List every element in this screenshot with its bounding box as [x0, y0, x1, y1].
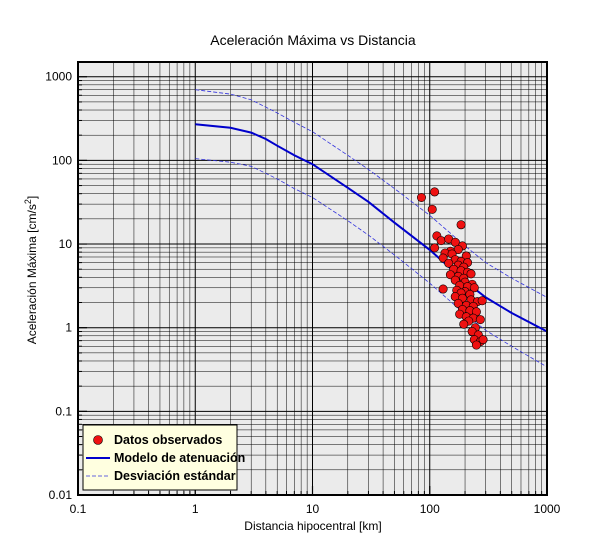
observed-data-point — [430, 243, 440, 253]
x-tick-label: 10 — [306, 502, 320, 516]
model-curve — [195, 123, 548, 333]
legend-observed-label: Datos observados — [114, 433, 222, 447]
deviation-curve — [195, 89, 548, 298]
observed-data-point — [436, 236, 446, 246]
x-tick-label: 0.1 — [70, 502, 87, 516]
y-tick-label: 1 — [65, 321, 72, 335]
observed-data-point — [438, 284, 448, 294]
y-tick-label: 0.01 — [49, 488, 73, 502]
legend: Datos observados Modelo de atenuación De… — [82, 424, 245, 491]
y-tick-label: 0.1 — [55, 404, 72, 418]
observed-data-point — [456, 220, 466, 230]
y-axis-label-end: ] — [25, 196, 39, 199]
observed-data-point — [416, 193, 426, 203]
x-tick-label: 1000 — [534, 502, 561, 516]
observed-data-point — [469, 283, 479, 293]
y-tick-label: 10 — [59, 237, 73, 251]
observed-data-point — [478, 335, 488, 345]
observed-data-point — [466, 269, 476, 279]
observed-data-point — [444, 258, 454, 268]
y-tick-label: 1000 — [45, 70, 72, 84]
observed-data-point — [438, 253, 448, 263]
legend-deviation-label: Desviación estándar — [114, 469, 236, 483]
y-axis-label-superscript: 2 — [23, 199, 33, 204]
legend-model-label: Modelo de atenuación — [114, 451, 245, 465]
observed-data-point — [475, 315, 485, 325]
y-axis-label: Aceleración Máxima [cm/s2] — [23, 196, 39, 344]
x-axis-label: Distancia hipocentral [km] — [244, 519, 381, 533]
axis-ticks — [77, 76, 548, 496]
x-tick-label: 1 — [192, 502, 199, 516]
observed-data-point — [471, 340, 481, 350]
series-lines — [195, 89, 548, 368]
observed-data-point — [459, 319, 469, 329]
x-tick-label: 100 — [420, 502, 440, 516]
y-axis-label-main: Aceleración Máxima [cm/s — [25, 204, 39, 344]
observed-data-point — [430, 187, 440, 197]
y-tick-label: 100 — [52, 153, 72, 167]
observed-data-point — [427, 204, 437, 214]
deviation-curve — [195, 158, 548, 368]
legend-observed-marker — [93, 435, 103, 445]
observed-data-point — [477, 296, 487, 306]
chart-title: Aceleración Máxima vs Distancia — [210, 32, 416, 48]
observed-points — [416, 187, 488, 350]
